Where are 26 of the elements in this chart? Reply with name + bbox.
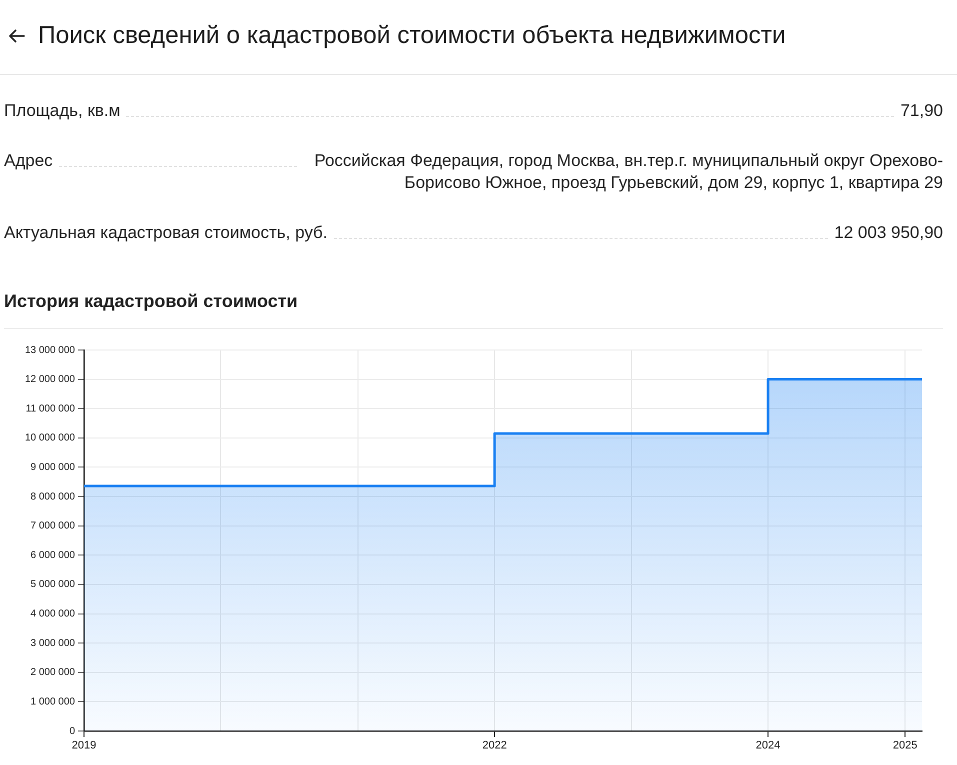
text: Адрес bbox=[4, 150, 53, 172]
y-tick-label: 9 000 000 bbox=[30, 462, 76, 473]
y-tick-label: 8 000 000 bbox=[30, 491, 76, 502]
text: Актуальная кадастровая стоимость, руб. bbox=[4, 222, 328, 244]
text: Площадь, кв.м bbox=[4, 100, 120, 122]
text: 12 003 950,90 bbox=[834, 222, 943, 244]
y-tick-label: 3 000 000 bbox=[30, 638, 76, 649]
x-tick-label: 2024 bbox=[756, 740, 780, 752]
y-tick-label: 10 000 000 bbox=[24, 432, 76, 444]
chart-subtitle: История кадастровой стоимости bbox=[4, 289, 943, 329]
y-tick-label: 0 bbox=[69, 726, 76, 737]
y-tick-label: 1 000 000 bbox=[30, 696, 76, 708]
text: 71,90 bbox=[900, 100, 943, 122]
y-tick-label: 7 000 000 bbox=[30, 520, 76, 532]
y-tick-label: 4 000 000 bbox=[30, 608, 76, 620]
y-tick-label: 2 000 000 bbox=[30, 667, 76, 678]
y-tick-label: 13 000 000 bbox=[24, 344, 76, 356]
x-tick-label: 2025 bbox=[892, 740, 918, 752]
y-tick-label: 6 000 000 bbox=[30, 550, 76, 561]
y-tick-label: 11 000 000 bbox=[26, 403, 76, 414]
y-tick-label: 12 000 000 bbox=[24, 374, 76, 386]
x-tick-label: 2022 bbox=[482, 740, 507, 752]
y-tick-label: 5 000 000 bbox=[30, 579, 76, 590]
x-tick-label: 2019 bbox=[72, 740, 96, 752]
text: Российская Федерация, город Москва, вн.тер.г. муниципальный округ Орехово-Борисово Южное, проезд Гурьевский, дом 29, корпус 1, квартира 29 bbox=[313, 150, 943, 194]
chart-title: Поиск сведений о кадастровой стоимости объекта недвижимости bbox=[38, 20, 786, 50]
